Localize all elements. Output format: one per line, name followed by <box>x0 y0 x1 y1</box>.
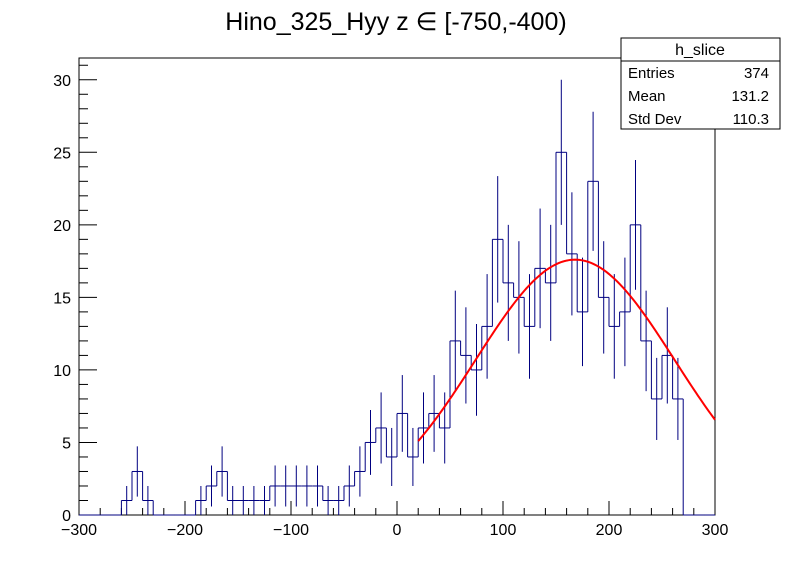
gaussian-fit-curve <box>417 258 716 442</box>
y-tick-label: 25 <box>53 145 71 162</box>
error-bars <box>126 79 679 515</box>
stats-box-frame <box>620 37 781 130</box>
y-tick-label: 0 <box>62 508 71 525</box>
stats-box: h_slice Entries 374 Mean 131.2 Std Dev 1… <box>620 37 781 130</box>
stats-mean-label: Mean <box>628 88 666 105</box>
stats-box-title: h_slice <box>675 42 725 59</box>
y-tick-label: 5 <box>62 435 71 452</box>
stats-stddev-value: 110.3 <box>733 111 769 128</box>
y-tick-label: 20 <box>53 218 71 235</box>
stats-mean-value: 131.2 <box>731 88 769 105</box>
histogram-series <box>79 151 715 516</box>
y-tick-label: 30 <box>53 73 71 90</box>
x-tick-label: 100 <box>490 522 517 539</box>
x-tick-label: 300 <box>702 522 729 539</box>
y-tick-label: 15 <box>53 290 71 307</box>
x-tick-label: 0 <box>393 522 402 539</box>
stats-entries-label: Entries <box>628 65 675 82</box>
x-tick-label: 200 <box>596 522 623 539</box>
stats-entries-value: 374 <box>744 65 769 82</box>
y-tick-labels: 0 5 10 15 20 25 30 <box>53 73 71 525</box>
x-tick-label: −300 <box>61 522 97 539</box>
x-tick-label: −200 <box>167 522 203 539</box>
chart-title: Hino_325_Hyy z ∈ [-750,-400) <box>225 8 566 36</box>
x-tick-labels: −300 −200 −100 0 100 200 300 <box>61 522 728 539</box>
x-tick-label: −100 <box>273 522 309 539</box>
axis-ticks <box>78 64 716 516</box>
stats-stddev-label: Std Dev <box>628 111 682 128</box>
y-tick-label: 10 <box>53 363 71 380</box>
